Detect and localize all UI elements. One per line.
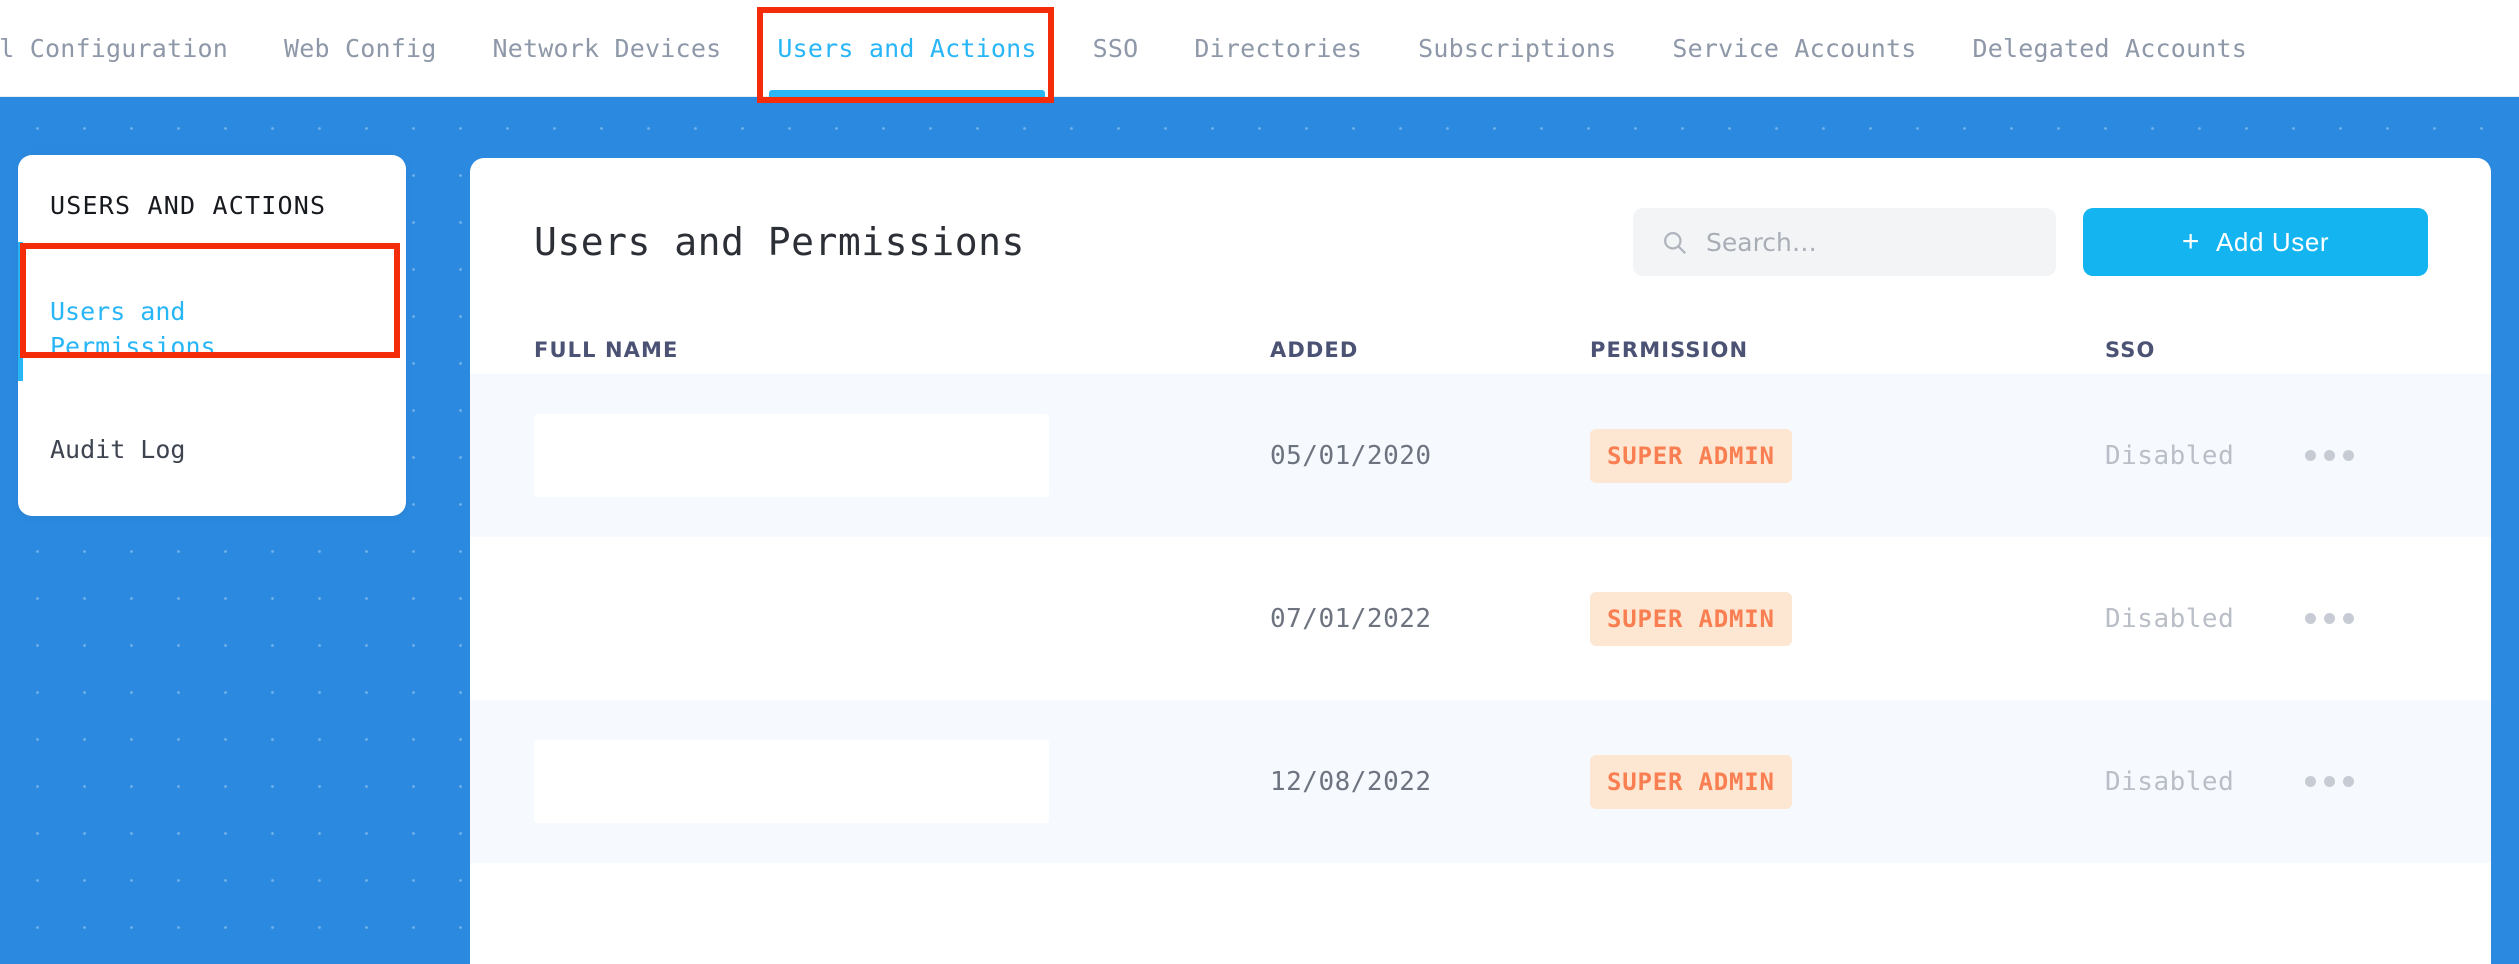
nav-tab-label: Directories [1194,33,1363,63]
sidebar-item-label: Users and Permissions [50,296,216,362]
nav-tab-network-devices[interactable]: Network Devices [465,0,750,97]
column-header-full-name: FULL NAME [534,338,679,362]
nav-tab-mail-configuration[interactable]: il Configuration [0,0,256,97]
added-date: 05/01/2020 [1270,440,1432,471]
cell-actions [2305,613,2425,624]
table-row[interactable]: 12/08/2022 SUPER ADMIN Disabled [470,700,2491,863]
cell-full-name [470,740,1270,823]
top-navigation-bar: il Configuration Web Config Network Devi… [0,0,2519,97]
cell-actions [2305,776,2425,787]
column-header-permission: PERMISSION [1590,338,1749,362]
nav-tab-label: Users and Actions [777,33,1037,63]
nav-tab-service-accounts[interactable]: Service Accounts [1644,0,1944,97]
cell-actions [2305,450,2425,461]
cell-permission: SUPER ADMIN [1590,591,2105,646]
sidebar-title: USERS AND ACTIONS [50,191,327,220]
sso-status: Disabled [2105,440,2235,471]
cell-sso: Disabled [2105,441,2305,471]
added-date: 07/01/2022 [1270,603,1432,634]
cell-added: 07/01/2022 [1270,604,1590,634]
cell-permission: SUPER ADMIN [1590,754,2105,809]
search-placeholder-text: Search… [1706,227,1817,257]
table-row[interactable]: 05/01/2020 SUPER ADMIN Disabled [470,374,2491,537]
sidebar-item-label: Audit Log [50,435,186,464]
sso-status: Disabled [2105,766,2235,797]
nav-tab-label: il Configuration [0,33,229,63]
nav-tab-users-and-actions[interactable]: Users and Actions [749,0,1064,97]
nav-tab-subscriptions[interactable]: Subscriptions [1390,0,1644,97]
redacted-name-box [534,577,1049,660]
nav-tab-label: Web Config [284,33,437,63]
card-header: Users and Permissions Search… + Add User [470,158,2491,326]
nav-tab-web-config[interactable]: Web Config [256,0,465,97]
permission-badge: SUPER ADMIN [1590,754,1792,809]
permission-badge: SUPER ADMIN [1590,591,1792,646]
cell-sso: Disabled [2105,604,2305,634]
search-input[interactable]: Search… [1633,208,2056,276]
cell-sso: Disabled [2105,767,2305,797]
cell-full-name [470,414,1270,497]
nav-tab-label: Delegated Accounts [1972,33,2247,63]
nav-tab-label: Subscriptions [1418,33,1617,63]
added-date: 12/08/2022 [1270,766,1432,797]
nav-tab-directories[interactable]: Directories [1166,0,1390,97]
redacted-name-box [534,414,1049,497]
main-content-card: Users and Permissions Search… + Add User… [470,158,2491,964]
permission-badge: SUPER ADMIN [1590,428,1792,483]
page-title: Users and Permissions [534,220,1025,264]
cell-added: 12/08/2022 [1270,767,1590,797]
search-icon [1664,231,1686,254]
sidebar-item-audit-log[interactable]: Audit Log [18,381,406,516]
column-header-sso: SSO [2105,338,2156,362]
sidebar-item-users-and-permissions[interactable]: Users and Permissions [18,242,406,381]
nav-tab-delegated-accounts[interactable]: Delegated Accounts [1944,0,2275,97]
more-actions-icon[interactable] [2305,613,2425,624]
add-user-label: Add User [2215,226,2330,257]
add-user-button[interactable]: + Add User [2083,208,2428,276]
table-header-row: FULL NAME ADDED PERMISSION SSO [470,326,2491,374]
sidebar-panel: USERS AND ACTIONS Users and Permissions … [18,155,406,516]
table-row[interactable]: 07/01/2022 SUPER ADMIN Disabled [470,537,2491,700]
cell-added: 05/01/2020 [1270,441,1590,471]
column-header-added: ADDED [1270,338,1359,362]
nav-tab-label: SSO [1092,33,1139,63]
table-row[interactable] [470,863,2491,964]
redacted-name-box [534,740,1049,823]
more-actions-icon[interactable] [2305,776,2425,787]
cell-permission: SUPER ADMIN [1590,428,2105,483]
nav-tab-label: Service Accounts [1672,33,1917,63]
cell-full-name [470,577,1270,660]
sso-status: Disabled [2105,603,2235,634]
nav-tab-sso[interactable]: SSO [1065,0,1167,97]
nav-tab-label: Network Devices [492,33,722,63]
plus-icon: + [2181,225,2200,258]
more-actions-icon[interactable] [2305,450,2425,461]
